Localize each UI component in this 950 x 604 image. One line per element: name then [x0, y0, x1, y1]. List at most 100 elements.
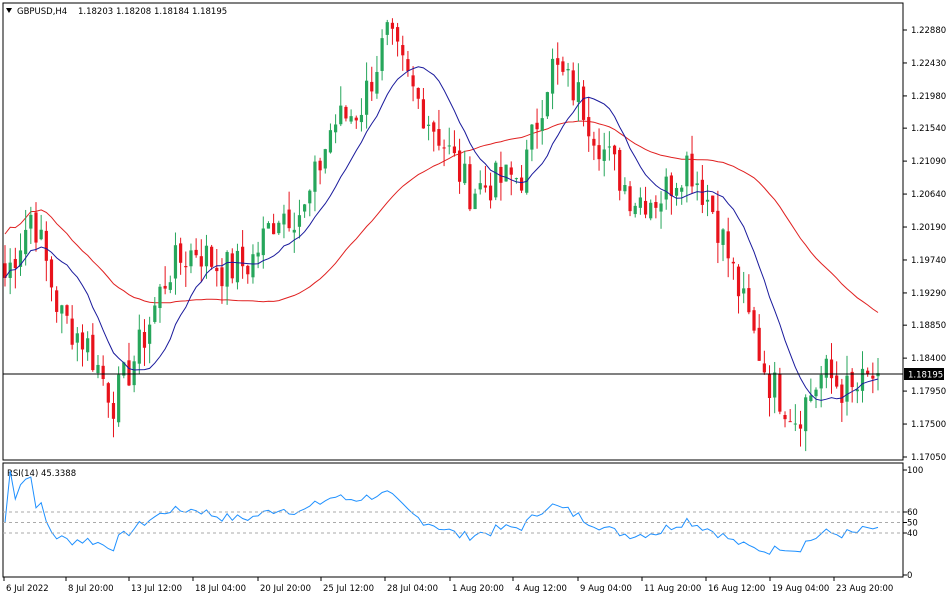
candle-body: [179, 243, 183, 263]
candle-body: [163, 285, 167, 289]
candle-body: [473, 193, 477, 210]
price-tick-label: 1.20190: [911, 223, 946, 233]
candle-body: [277, 222, 281, 234]
price-tick-label: 1.17950: [911, 387, 946, 397]
candle-body: [488, 185, 493, 201]
candle-body: [318, 160, 322, 171]
candle-body: [442, 147, 446, 149]
candle-body: [127, 360, 131, 386]
price-tick-label: 1.21980: [911, 92, 946, 102]
candle-body: [241, 246, 245, 267]
candle-body: [194, 249, 198, 256]
candle-body: [106, 383, 110, 403]
current-price-tag: [904, 368, 944, 380]
candle-body: [752, 310, 756, 331]
candle-body: [349, 116, 353, 122]
time-tick-label: 4 Aug 12:00: [515, 584, 567, 594]
candle-body: [168, 282, 172, 290]
candle-body: [773, 372, 777, 398]
candle-body: [468, 164, 472, 210]
candle-body: [747, 288, 751, 313]
candle-body: [39, 229, 43, 240]
candle-body: [866, 370, 870, 374]
candle-body: [871, 375, 875, 379]
candle-body: [101, 365, 105, 380]
candle-body: [509, 167, 513, 175]
candle-body: [571, 70, 575, 101]
candle-body: [220, 267, 224, 287]
rsi-tick-label: 100: [907, 466, 923, 476]
rsi-tick-label: 40: [907, 529, 918, 539]
price-tick-label: 1.21090: [911, 157, 946, 167]
candle-body: [452, 146, 457, 154]
candle-body: [623, 185, 627, 192]
rsi-tick-label: 60: [907, 508, 918, 518]
dropdown-triangle-icon[interactable]: [6, 8, 12, 13]
candle-body: [426, 124, 431, 126]
candle-body: [519, 177, 524, 191]
candle-body: [411, 75, 415, 87]
price-tick-label: 1.18400: [911, 354, 946, 364]
candle-body: [762, 363, 766, 373]
candle-body: [210, 246, 214, 267]
price-tick-label: 1.19290: [911, 289, 946, 299]
candle-body: [29, 214, 33, 229]
rsi-line: [4, 470, 879, 555]
candle-body: [184, 266, 188, 268]
candle-body: [142, 331, 147, 348]
candle-body: [117, 374, 121, 423]
candle-body: [483, 185, 488, 188]
time-tick-label: 8 Jul 20:00: [68, 584, 114, 594]
price-tick-label: 1.20640: [911, 190, 946, 200]
candle-body: [390, 22, 395, 29]
candle-body: [674, 187, 679, 196]
candle-body: [607, 146, 611, 148]
rsi-tick-label: 50: [907, 519, 918, 529]
candle-body: [303, 204, 307, 212]
candle-body: [525, 149, 529, 193]
candle-body: [91, 334, 95, 371]
candles-layer: [3, 18, 880, 452]
candle-body: [628, 186, 632, 212]
candle-body: [80, 332, 85, 350]
candle-body: [401, 45, 405, 56]
candle-body: [804, 397, 808, 432]
price-tick-label: 1.21540: [911, 124, 946, 134]
candle-body: [246, 265, 250, 275]
candle-body: [550, 58, 555, 94]
candle-body: [581, 86, 586, 120]
candle-body: [334, 124, 338, 133]
candle-body: [845, 375, 849, 402]
close-value: 1.18195: [192, 7, 227, 17]
candle-body: [855, 389, 859, 392]
candle-body: [122, 362, 126, 376]
candle-body: [375, 71, 379, 94]
time-tick-label: 18 Jul 04:00: [195, 584, 246, 594]
rsi-tick-label: 0: [907, 571, 912, 581]
price-tick-label: 1.18850: [911, 321, 946, 331]
candle-body: [649, 202, 653, 219]
candle-body: [55, 290, 59, 312]
candle-body: [778, 373, 782, 412]
price-axis[interactable]: 1.22880 1.22430 1.21980 1.21540 1.21090 1.206…: [903, 26, 946, 463]
candle-body: [669, 175, 673, 197]
candle-body: [385, 22, 389, 35]
candle-body: [540, 118, 544, 131]
candle-body: [809, 395, 813, 401]
time-axis[interactable]: 6 Jul 2022 8 Jul 20:00 13 Jul 12:00 18 Jul …: [3, 577, 893, 594]
candle-body: [726, 231, 730, 259]
candle-body: [189, 250, 193, 267]
candle-body: [261, 228, 265, 256]
candle-body: [576, 82, 580, 102]
candle-body: [70, 318, 74, 345]
candle-body: [34, 212, 38, 243]
candle-body: [664, 176, 668, 200]
time-tick-label: 1 Aug 20:00: [452, 584, 504, 594]
candle-body: [60, 305, 64, 314]
candle-body: [328, 130, 333, 153]
candle-body: [705, 199, 710, 202]
candle-body: [494, 162, 498, 198]
candle-body: [437, 129, 441, 146]
